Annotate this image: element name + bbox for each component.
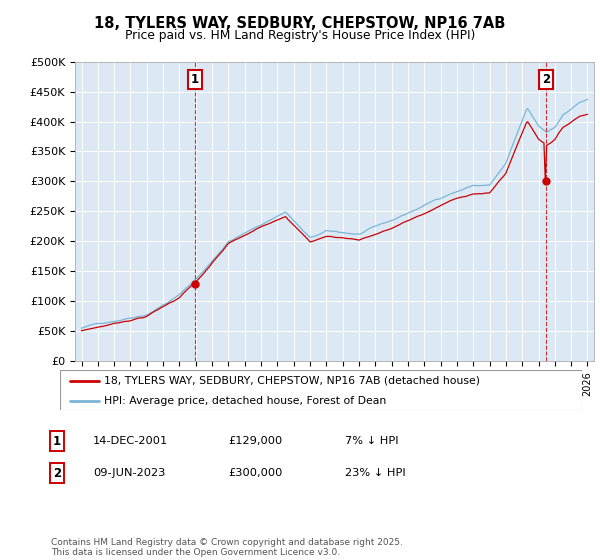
Text: Price paid vs. HM Land Registry's House Price Index (HPI): Price paid vs. HM Land Registry's House … [125, 29, 475, 42]
Text: £129,000: £129,000 [228, 436, 282, 446]
Text: 18, TYLERS WAY, SEDBURY, CHEPSTOW, NP16 7AB: 18, TYLERS WAY, SEDBURY, CHEPSTOW, NP16 … [94, 16, 506, 31]
Text: 23% ↓ HPI: 23% ↓ HPI [345, 468, 406, 478]
Text: Contains HM Land Registry data © Crown copyright and database right 2025.
This d: Contains HM Land Registry data © Crown c… [51, 538, 403, 557]
Text: £300,000: £300,000 [228, 468, 283, 478]
Text: 2: 2 [542, 73, 550, 86]
Text: 14-DEC-2001: 14-DEC-2001 [93, 436, 168, 446]
Text: 2: 2 [53, 466, 61, 480]
Text: 1: 1 [191, 73, 199, 86]
Text: HPI: Average price, detached house, Forest of Dean: HPI: Average price, detached house, Fore… [104, 396, 386, 406]
FancyBboxPatch shape [60, 370, 582, 410]
Text: 18, TYLERS WAY, SEDBURY, CHEPSTOW, NP16 7AB (detached house): 18, TYLERS WAY, SEDBURY, CHEPSTOW, NP16 … [104, 376, 481, 386]
Text: 1: 1 [53, 435, 61, 448]
Text: 09-JUN-2023: 09-JUN-2023 [93, 468, 166, 478]
Text: 7% ↓ HPI: 7% ↓ HPI [345, 436, 398, 446]
